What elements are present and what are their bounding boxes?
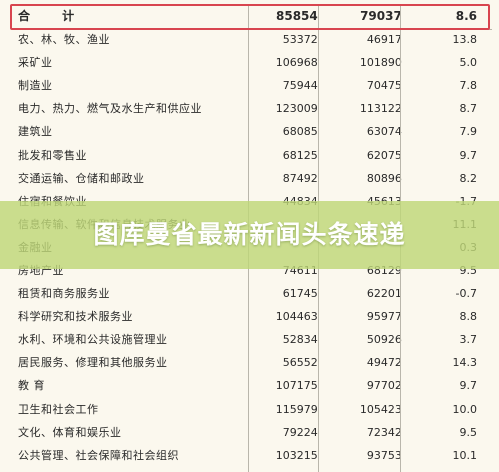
- value-1: 107175: [275, 379, 318, 393]
- value-2: 46917: [366, 33, 402, 47]
- watermark-banner: 图库曼省最新新闻头条速递: [0, 201, 499, 269]
- value-2: 101890: [359, 56, 402, 70]
- value-1: 106968: [275, 56, 318, 70]
- table-row: 采矿业 106968 101890 5.0: [12, 51, 497, 74]
- growth-rate: 7.9: [459, 125, 478, 139]
- growth-rate: 9.7: [459, 379, 478, 393]
- growth-rate: 13.8: [452, 33, 478, 47]
- industry-label: 建筑业: [18, 125, 53, 139]
- value-2: 49472: [366, 356, 402, 370]
- value-2: 72342: [366, 425, 402, 439]
- growth-rate: 14.3: [452, 356, 478, 370]
- industry-label: 科学研究和技术服务业: [18, 310, 133, 324]
- table-row: 交通运输、仓储和邮政业 87492 80896 8.2: [12, 167, 497, 190]
- value-2: 95977: [366, 310, 402, 324]
- industry-label: 居民服务、修理和其他服务业: [18, 356, 168, 370]
- industry-label: 电力、热力、燃气及水生产和供应业: [18, 102, 202, 116]
- growth-rate: -0.7: [455, 287, 477, 301]
- table-row: 卫生和社会工作 115979 105423 10.0: [12, 398, 497, 421]
- table-row: 建筑业 68085 63074 7.9: [12, 120, 497, 143]
- growth-rate: 5.0: [459, 56, 478, 70]
- table-row: 公共管理、社会保障和社会组织 103215 93753 10.1: [12, 444, 497, 467]
- industry-label: 教 育: [18, 379, 45, 393]
- growth-rate: 10.0: [452, 402, 478, 416]
- growth-rate: 9.5: [459, 425, 478, 439]
- total-growth-rate: 8.6: [455, 8, 477, 23]
- industry-label: 制造业: [18, 79, 53, 93]
- watermark-text: 图库曼省最新新闻头条速递: [93, 220, 406, 249]
- table-row: 居民服务、修理和其他服务业 56552 49472 14.3: [12, 351, 497, 374]
- table-row: 电力、热力、燃气及水生产和供应业 123009 113122 8.7: [12, 97, 497, 120]
- value-1: 123009: [275, 102, 318, 116]
- growth-rate: 3.7: [459, 333, 478, 347]
- value-1: 61745: [282, 287, 318, 301]
- industry-label: 文化、体育和娱乐业: [18, 425, 122, 439]
- value-2: 62075: [366, 148, 402, 162]
- header-separator: [12, 29, 492, 30]
- industry-label: 交通运输、仓储和邮政业: [18, 171, 145, 185]
- industry-label: 水利、环境和公共设施管理业: [18, 333, 168, 347]
- table-row: 制造业 75944 70475 7.8: [12, 74, 497, 97]
- growth-rate: 9.7: [459, 148, 478, 162]
- industry-label: 批发和零售业: [18, 148, 87, 162]
- growth-rate: 8.2: [459, 171, 478, 185]
- industry-label: 采矿业: [18, 56, 53, 70]
- value-2: 80896: [366, 171, 402, 185]
- industry-label: 卫生和社会工作: [18, 402, 99, 416]
- value-2: 63074: [366, 125, 402, 139]
- value-1: 68085: [282, 125, 318, 139]
- value-2: 93753: [366, 448, 402, 462]
- value-1: 68125: [282, 148, 318, 162]
- value-1: 52834: [282, 333, 318, 347]
- table-row: 科学研究和技术服务业 104463 95977 8.8: [12, 305, 497, 328]
- total-row: 合 计 85854 79037 8.6: [12, 4, 497, 28]
- growth-rate: 7.8: [459, 79, 478, 93]
- value-2: 50926: [366, 333, 402, 347]
- growth-rate: 8.7: [459, 102, 478, 116]
- value-1: 104463: [275, 310, 318, 324]
- table-row: 租赁和商务服务业 61745 62201 -0.7: [12, 282, 497, 305]
- growth-rate: 8.8: [459, 310, 478, 324]
- value-2: 97702: [366, 379, 402, 393]
- table-row: 农、林、牧、渔业 53372 46917 13.8: [12, 28, 497, 51]
- value-1: 53372: [282, 33, 318, 47]
- table-row: 教 育 107175 97702 9.7: [12, 374, 497, 397]
- value-2: 62201: [366, 287, 402, 301]
- total-label: 合 计: [18, 8, 89, 23]
- total-value-2: 79037: [360, 8, 402, 23]
- industry-label: 公共管理、社会保障和社会组织: [18, 448, 179, 462]
- table-row: 批发和零售业 68125 62075 9.7: [12, 143, 497, 166]
- table-row: 文化、体育和娱乐业 79224 72342 9.5: [12, 421, 497, 444]
- value-1: 103215: [275, 448, 318, 462]
- value-2: 113122: [359, 102, 402, 116]
- value-1: 87492: [282, 171, 318, 185]
- value-1: 115979: [275, 402, 318, 416]
- value-1: 56552: [282, 356, 318, 370]
- industry-label: 农、林、牧、渔业: [18, 33, 110, 47]
- value-2: 105423: [359, 402, 402, 416]
- table-row: 水利、环境和公共设施管理业 52834 50926 3.7: [12, 328, 497, 351]
- growth-rate: 10.1: [452, 448, 478, 462]
- total-value-1: 85854: [276, 8, 318, 23]
- value-2: 70475: [366, 79, 402, 93]
- value-1: 79224: [282, 425, 318, 439]
- industry-label: 租赁和商务服务业: [18, 287, 110, 301]
- value-1: 75944: [282, 79, 318, 93]
